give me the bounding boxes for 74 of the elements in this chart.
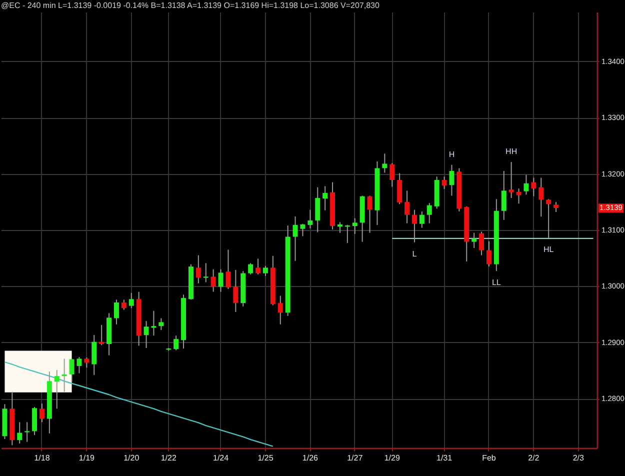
candlestick bbox=[262, 265, 268, 277]
annotation: HL bbox=[543, 244, 554, 254]
candlestick bbox=[397, 172, 402, 205]
candlestick bbox=[203, 262, 208, 283]
candlestick bbox=[554, 201, 559, 213]
candlestick bbox=[546, 198, 552, 238]
candlestick bbox=[367, 195, 372, 234]
candlestick bbox=[151, 310, 156, 336]
candlestick bbox=[39, 403, 44, 423]
candlestick bbox=[531, 177, 536, 197]
x-tick-label: 1/18 bbox=[34, 454, 50, 462]
candlestick bbox=[352, 218, 358, 234]
candlestick bbox=[121, 299, 126, 310]
candlestick bbox=[501, 170, 506, 220]
candlestick bbox=[412, 209, 417, 243]
candlestick bbox=[524, 174, 529, 196]
x-tick-label: Feb bbox=[482, 454, 496, 462]
candlestick bbox=[404, 190, 410, 224]
x-tick-label: 2/2 bbox=[528, 454, 540, 462]
candlestick bbox=[419, 210, 424, 228]
candlestick bbox=[256, 258, 261, 275]
candlestick bbox=[17, 422, 22, 444]
candlestick bbox=[538, 177, 544, 218]
annotation: H bbox=[448, 150, 455, 159]
candlestick bbox=[449, 164, 454, 196]
candlestick bbox=[442, 176, 447, 190]
candlestick bbox=[382, 153, 388, 174]
candlestick bbox=[472, 232, 477, 248]
x-tick-label: 1/22 bbox=[160, 454, 177, 462]
line-series bbox=[4, 361, 274, 447]
candlestick bbox=[69, 358, 74, 382]
x-tick-label: 2/3 bbox=[572, 454, 584, 462]
candlestick bbox=[278, 295, 283, 325]
annotation: L bbox=[412, 249, 418, 258]
candlestick bbox=[84, 357, 90, 368]
candlestick bbox=[292, 216, 298, 262]
candlestick bbox=[114, 299, 119, 325]
candlestick bbox=[426, 202, 432, 224]
candlestick bbox=[479, 231, 484, 256]
candlestick bbox=[144, 320, 149, 348]
candlestick bbox=[300, 223, 306, 237]
candlestick bbox=[508, 162, 514, 198]
x-tick-label: 1/25 bbox=[258, 454, 274, 462]
candlestick bbox=[344, 224, 350, 244]
candlestick bbox=[54, 369, 60, 410]
candlestick bbox=[248, 262, 254, 275]
candlestick bbox=[128, 292, 134, 309]
candlestick bbox=[322, 186, 328, 211]
candlestick bbox=[196, 254, 201, 284]
x-tick-label: 1/19 bbox=[78, 454, 96, 462]
candlestick bbox=[308, 209, 313, 229]
candlestick bbox=[158, 318, 164, 331]
x-tick-label: 1/20 bbox=[124, 454, 140, 462]
x-tick-label: 1/24 bbox=[212, 454, 230, 462]
chart-title: @EC - 240 min L=1.3139 -0.0019 -0.14% B=1.3138 A=1.3139 O=1.3169 Hi=1.3198 Lo=1.3086 V=207,830 bbox=[1, 1, 380, 10]
x-tick-label: 1/31 bbox=[436, 454, 453, 462]
candlestick bbox=[486, 240, 492, 268]
candlestick bbox=[24, 422, 30, 442]
candlestick bbox=[516, 188, 522, 204]
candlestick bbox=[210, 268, 216, 292]
candlestick bbox=[76, 356, 82, 374]
annotation: HH bbox=[506, 147, 518, 156]
x-tick-label: 1/27 bbox=[347, 454, 364, 462]
candlestick bbox=[315, 186, 320, 233]
annotation: LL bbox=[492, 278, 502, 288]
candlestick bbox=[390, 162, 395, 188]
candlestick bbox=[92, 334, 97, 376]
candlestick bbox=[218, 268, 224, 292]
candlestick bbox=[226, 249, 231, 290]
x-tick-label: 1/26 bbox=[302, 454, 319, 462]
candlestick bbox=[233, 269, 238, 313]
candlestick bbox=[32, 406, 38, 436]
x-tick-label: 1/29 bbox=[384, 454, 400, 462]
candlestick bbox=[174, 335, 179, 351]
